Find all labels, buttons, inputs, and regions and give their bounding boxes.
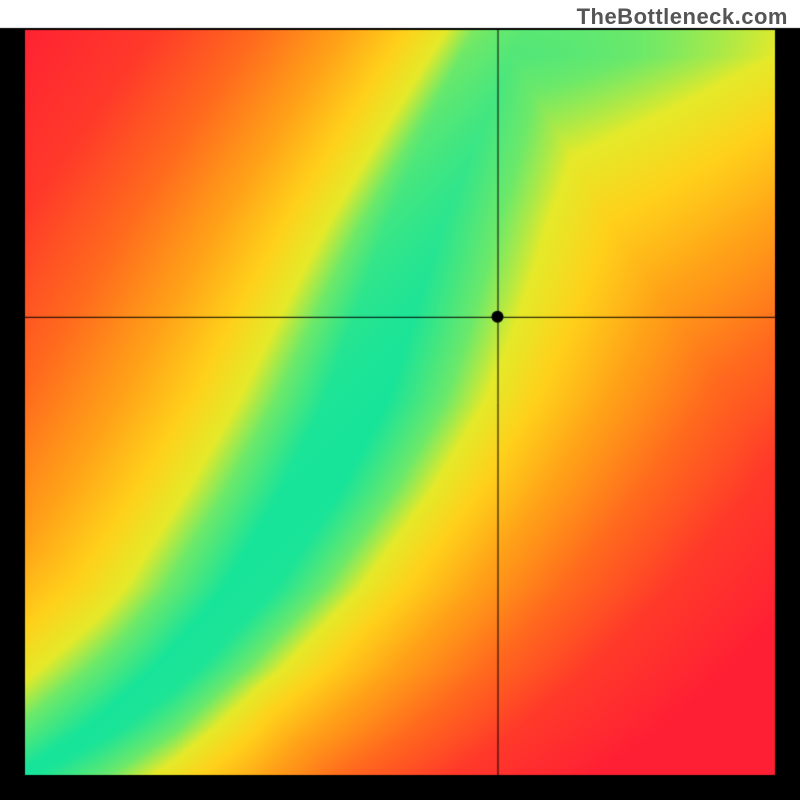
- bottleneck-heatmap: [0, 0, 800, 800]
- watermark-label: TheBottleneck.com: [577, 4, 788, 30]
